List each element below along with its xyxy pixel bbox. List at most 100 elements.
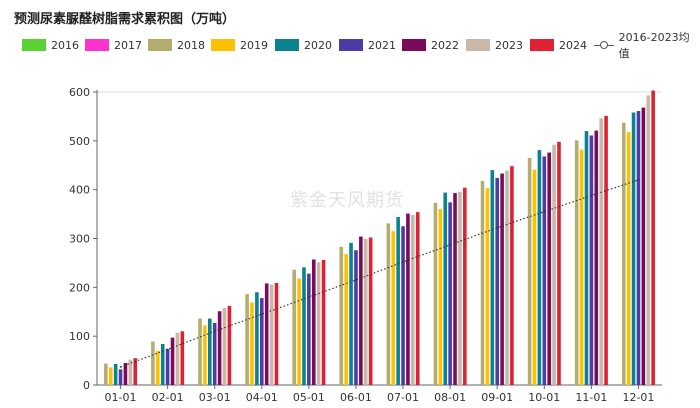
bar-2024-04-01 bbox=[274, 282, 279, 385]
bar-2021-03-01 bbox=[212, 322, 217, 385]
bar-2019-08-01 bbox=[438, 209, 443, 385]
x-tick-label: 12-01 bbox=[622, 391, 654, 404]
bar-2024-02-01 bbox=[180, 331, 185, 385]
legend-item-average[interactable]: 2016-2023均值 bbox=[594, 31, 692, 60]
bar-2021-05-01 bbox=[307, 273, 311, 385]
bar-2020-01-01 bbox=[113, 364, 118, 385]
bar-2022-11-01 bbox=[594, 130, 599, 385]
bar-2022-09-01 bbox=[500, 173, 504, 385]
legend-item-2022[interactable]: 2022 bbox=[402, 37, 459, 53]
legend-swatch bbox=[402, 39, 426, 51]
y-tick-label: 300 bbox=[69, 233, 90, 246]
legend-item-2023[interactable]: 2023 bbox=[466, 37, 523, 53]
chart-title: 预测尿素脲醛树脂需求累积图（万吨） bbox=[14, 12, 236, 27]
bar-2024-07-01 bbox=[415, 212, 420, 385]
bar-2019-12-01 bbox=[626, 132, 631, 385]
bar-2022-05-01 bbox=[311, 259, 316, 385]
legend-line-marker bbox=[594, 39, 614, 51]
y-tick-label: 600 bbox=[69, 86, 90, 99]
bar-2019-10-01 bbox=[532, 169, 537, 385]
legend-label: 2016 bbox=[51, 38, 79, 52]
legend-swatch bbox=[22, 39, 46, 51]
legend-item-2016[interactable]: 2016 bbox=[22, 37, 79, 53]
bar-2019-04-01 bbox=[250, 302, 254, 385]
bar-2024-09-01 bbox=[510, 166, 514, 385]
bar-2024-01-01 bbox=[133, 358, 138, 385]
y-tick-label: 0 bbox=[83, 379, 90, 392]
bar-2021-10-01 bbox=[542, 156, 547, 385]
average-point-11-01 bbox=[590, 194, 593, 197]
average-line bbox=[120, 179, 639, 368]
bar-2022-04-01 bbox=[264, 283, 269, 385]
legend-item-2020[interactable]: 2020 bbox=[275, 37, 332, 53]
bar-2021-09-01 bbox=[495, 177, 500, 385]
legend-item-2021[interactable]: 2021 bbox=[339, 37, 396, 53]
legend-swatch bbox=[85, 39, 109, 51]
bar-2022-03-01 bbox=[217, 311, 222, 385]
bar-2023-02-01 bbox=[175, 332, 180, 385]
average-point-02-01 bbox=[166, 348, 169, 351]
legend-item-2024[interactable]: 2024 bbox=[530, 37, 587, 53]
bar-2018-05-01 bbox=[292, 269, 296, 385]
legend-label: 2024 bbox=[559, 38, 587, 52]
bar-2019-11-01 bbox=[579, 149, 584, 385]
legend-swatch bbox=[211, 39, 235, 51]
average-point-09-01 bbox=[496, 226, 499, 229]
bar-2024-10-01 bbox=[557, 141, 561, 385]
watermark: 紫金天风期货 bbox=[290, 190, 404, 211]
bar-2020-08-01 bbox=[443, 192, 448, 385]
bar-2023-11-01 bbox=[599, 118, 603, 386]
bar-2020-09-01 bbox=[490, 170, 495, 385]
average-point-10-01 bbox=[543, 210, 546, 213]
legend-label: 2021 bbox=[368, 38, 396, 52]
average-point-07-01 bbox=[402, 261, 404, 263]
bar-2018-11-01 bbox=[574, 140, 579, 385]
legend-swatch bbox=[148, 39, 172, 51]
bar-2019-09-01 bbox=[485, 188, 490, 385]
bar-2023-12-01 bbox=[646, 95, 651, 385]
x-tick-label: 10-01 bbox=[528, 391, 560, 404]
bar-2022-07-01 bbox=[406, 213, 410, 385]
bar-2021-04-01 bbox=[259, 298, 264, 385]
bar-2018-04-01 bbox=[245, 294, 249, 385]
bar-2018-06-01 bbox=[339, 246, 344, 385]
average-point-08-01 bbox=[449, 244, 451, 246]
bar-2022-12-01 bbox=[641, 107, 646, 386]
average-point-06-01 bbox=[355, 279, 357, 281]
legend-swatch bbox=[275, 39, 299, 51]
bar-2023-10-01 bbox=[552, 144, 556, 385]
bar-2020-07-01 bbox=[396, 217, 400, 385]
bar-2020-02-01 bbox=[160, 343, 165, 385]
legend-label: 2016-2023均值 bbox=[618, 31, 690, 60]
bar-2020-05-01 bbox=[302, 267, 306, 385]
bar-2022-01-01 bbox=[123, 363, 128, 385]
y-tick-label: 200 bbox=[69, 281, 90, 294]
x-tick-label: 09-01 bbox=[481, 391, 513, 404]
legend-item-2018[interactable]: 2018 bbox=[148, 37, 205, 53]
average-point-12-01 bbox=[637, 179, 640, 181]
bar-2020-04-01 bbox=[255, 292, 259, 385]
bar-2023-04-01 bbox=[269, 284, 274, 385]
bar-2024-08-01 bbox=[463, 187, 467, 385]
average-point-04-01 bbox=[260, 313, 263, 315]
legend-item-2019[interactable]: 2019 bbox=[211, 37, 268, 53]
legend-label: 2017 bbox=[114, 38, 142, 52]
y-tick-label: 100 bbox=[69, 330, 90, 343]
bar-2020-06-01 bbox=[349, 242, 353, 385]
bar-2023-08-01 bbox=[458, 192, 462, 385]
bar-2018-07-01 bbox=[386, 223, 391, 385]
x-tick-label: 08-01 bbox=[434, 391, 466, 404]
bar-2021-08-01 bbox=[448, 202, 452, 385]
legend-swatch bbox=[530, 39, 554, 51]
bar-2019-07-01 bbox=[391, 231, 396, 385]
bar-2021-12-01 bbox=[636, 111, 641, 386]
bar-2018-12-01 bbox=[621, 122, 626, 385]
bar-2023-07-01 bbox=[411, 215, 415, 385]
x-tick-label: 05-01 bbox=[293, 391, 325, 404]
legend-item-2017[interactable]: 2017 bbox=[85, 37, 142, 53]
legend: 2016 2017 2018 2019 2020 2021 2022 2023 2024 2016… bbox=[22, 31, 692, 60]
bar-2021-02-01 bbox=[165, 349, 170, 385]
legend-label: 2019 bbox=[240, 38, 268, 52]
bar-2020-10-01 bbox=[537, 150, 542, 385]
